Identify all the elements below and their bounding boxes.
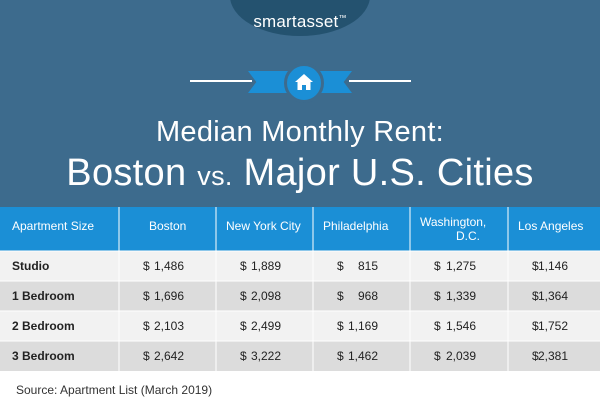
rent-value: 1,169 bbox=[348, 319, 378, 333]
column-header: Boston bbox=[149, 219, 186, 233]
rent-value: 1,546 bbox=[446, 319, 476, 333]
currency-symbol: $ bbox=[337, 319, 344, 333]
table-row bbox=[0, 281, 600, 311]
rent-value: 1,339 bbox=[446, 289, 476, 303]
table-row bbox=[0, 251, 600, 281]
column-header: Apartment Size bbox=[12, 219, 94, 233]
row-label: 1 Bedroom bbox=[12, 289, 75, 303]
table-header-bg bbox=[0, 207, 600, 251]
rent-value: 1,364 bbox=[538, 289, 568, 303]
rent-value: 2,039 bbox=[446, 349, 476, 363]
currency-symbol: $ bbox=[240, 319, 247, 333]
currency-symbol: $ bbox=[143, 319, 150, 333]
currency-symbol: $ bbox=[532, 349, 539, 363]
currency-symbol: $ bbox=[337, 289, 344, 303]
currency-symbol: $ bbox=[434, 289, 441, 303]
currency-symbol: $ bbox=[337, 259, 344, 273]
rent-value: 968 bbox=[358, 289, 378, 303]
column-header: Philadelphia bbox=[323, 219, 389, 233]
currency-symbol: $ bbox=[143, 289, 150, 303]
currency-symbol: $ bbox=[532, 319, 539, 333]
currency-symbol: $ bbox=[240, 259, 247, 273]
row-label: Studio bbox=[12, 259, 49, 273]
column-header: New York City bbox=[226, 219, 301, 233]
currency-symbol: $ bbox=[143, 259, 150, 273]
currency-symbol: $ bbox=[240, 289, 247, 303]
rent-value: 2,103 bbox=[154, 319, 184, 333]
title-line-1: Median Monthly Rent: bbox=[155, 116, 445, 148]
title-line-2: Boston vs. Major U.S. Cities bbox=[66, 152, 534, 194]
column-header: Washington, D.C. bbox=[420, 215, 486, 243]
row-label: 3 Bedroom bbox=[12, 349, 75, 363]
header: smartasset™ Median Monthly Rent: Boston … bbox=[0, 0, 600, 207]
rent-value: 2,499 bbox=[251, 319, 281, 333]
currency-symbol: $ bbox=[337, 349, 344, 363]
rent-value: 1,146 bbox=[538, 259, 568, 273]
rent-value: 815 bbox=[358, 259, 378, 273]
divider-left bbox=[190, 80, 252, 82]
rent-value: 2,381 bbox=[538, 349, 568, 363]
source-note: Source: Apartment List (March 2019) bbox=[16, 383, 213, 397]
table-row bbox=[0, 341, 600, 371]
currency-symbol: $ bbox=[532, 289, 539, 303]
rent-value: 1,275 bbox=[446, 259, 476, 273]
rent-value: 1,752 bbox=[538, 319, 568, 333]
rent-table: Apartment Size Boston New York City Philade… bbox=[0, 207, 600, 371]
currency-symbol: $ bbox=[434, 349, 441, 363]
currency-symbol: $ bbox=[240, 349, 247, 363]
home-icon bbox=[284, 63, 324, 103]
rent-value: 2,098 bbox=[251, 289, 281, 303]
currency-symbol: $ bbox=[434, 319, 441, 333]
row-label: 2 Bedroom bbox=[12, 319, 75, 333]
currency-symbol: $ bbox=[532, 259, 539, 273]
rent-value: 1,462 bbox=[348, 349, 378, 363]
brand-logo: smartasset™ bbox=[253, 12, 347, 31]
divider-right bbox=[349, 80, 411, 82]
rent-value: 3,222 bbox=[251, 349, 281, 363]
column-header: Los Angeles bbox=[518, 219, 583, 233]
table-row bbox=[0, 311, 600, 341]
currency-symbol: $ bbox=[434, 259, 441, 273]
currency-symbol: $ bbox=[143, 349, 150, 363]
rent-value: 1,486 bbox=[154, 259, 184, 273]
rent-value: 1,696 bbox=[154, 289, 184, 303]
rent-value: 1,889 bbox=[251, 259, 281, 273]
rent-value: 2,642 bbox=[154, 349, 184, 363]
